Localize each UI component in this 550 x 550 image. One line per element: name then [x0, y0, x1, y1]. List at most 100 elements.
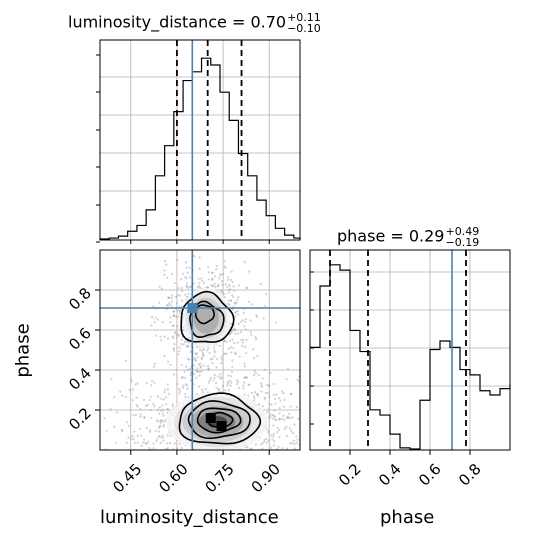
kde-point: [119, 390, 122, 393]
kde-point: [273, 440, 276, 443]
kde-point: [278, 397, 281, 400]
phase-xtick-label-1: 0.4: [375, 460, 405, 490]
kde-point: [223, 352, 226, 355]
kde-point: [185, 277, 188, 280]
kde-point: [230, 381, 233, 384]
kde-point: [286, 415, 290, 418]
kde-point: [234, 315, 237, 318]
kde-ytick-label-3: 0.8: [65, 284, 95, 314]
kde-point: [171, 335, 175, 338]
kde-point: [159, 435, 162, 438]
kde-point: [261, 447, 264, 450]
kde-point: [195, 370, 199, 373]
kde-point: [221, 283, 224, 286]
kde-point: [184, 275, 187, 279]
kde-point: [208, 379, 212, 382]
kde-point: [209, 358, 212, 361]
kde-point: [172, 347, 175, 350]
kde-point: [169, 316, 172, 319]
kde-point: [160, 419, 163, 422]
kde-point: [187, 286, 190, 289]
kde-point: [230, 299, 233, 303]
kde-point: [289, 405, 292, 408]
kde-point: [173, 331, 176, 334]
kde-point: [217, 284, 220, 287]
kde-point: [189, 371, 192, 374]
ld-hist-steps: [99, 57, 301, 240]
kde-xtick-label-1: 0.60: [155, 460, 191, 496]
phase-hist-frame: [309, 249, 511, 451]
kde-point: [170, 300, 173, 303]
kde-point: [260, 390, 263, 393]
kde-point: [263, 438, 266, 441]
kde-ytick-label-2: 0.6: [65, 324, 95, 354]
x-axis-label-right: phase: [380, 507, 435, 528]
kde-point: [168, 296, 171, 299]
kde-point: [177, 353, 180, 356]
kde-point: [227, 299, 230, 302]
kde-point: [172, 309, 175, 313]
kde-point: [224, 265, 227, 268]
kde-point: [154, 429, 158, 432]
kde-point: [120, 428, 124, 432]
kde-point: [202, 353, 205, 357]
kde-point: [160, 287, 163, 290]
kde-point: [158, 285, 161, 288]
kde-point: [186, 387, 189, 390]
kde-point: [195, 376, 198, 379]
kde-point: [295, 441, 298, 444]
kde-point: [156, 318, 159, 321]
kde-point: [184, 365, 188, 368]
kde-point: [152, 442, 155, 445]
kde-point: [233, 327, 236, 331]
kde-point: [247, 394, 250, 397]
kde-point: [199, 370, 202, 373]
kde-point: [267, 431, 270, 434]
kde-point: [223, 260, 226, 263]
kde-point: [199, 366, 202, 369]
phase-xtick-label-3: 0.8: [455, 460, 485, 490]
kde-point: [277, 429, 281, 432]
kde-point: [146, 403, 149, 407]
kde-point: [261, 377, 264, 380]
kde-point: [162, 408, 165, 411]
kde-point: [259, 282, 262, 286]
kde-point: [234, 311, 237, 314]
kde-point: [232, 328, 235, 331]
kde-point: [243, 393, 246, 396]
kde-point: [206, 365, 210, 368]
kde-point: [269, 446, 273, 449]
kde-point: [131, 435, 134, 438]
kde-point: [237, 332, 240, 335]
kde-point: [204, 388, 207, 391]
kde-point: [285, 434, 289, 438]
kde-point: [253, 391, 257, 394]
kde-point: [252, 348, 255, 351]
kde-point: [217, 375, 220, 378]
kde-point: [175, 447, 179, 450]
kde-point: [189, 374, 192, 377]
kde-point: [186, 368, 189, 372]
kde-point: [178, 392, 181, 395]
phase-xtick-label-2: 0.6: [415, 460, 445, 490]
kde-point: [179, 278, 183, 281]
kde-point: [208, 368, 211, 371]
kde-point: [184, 261, 187, 264]
kde-point: [218, 344, 221, 347]
kde-point: [124, 359, 128, 362]
kde-point: [259, 443, 263, 446]
kde-point: [268, 395, 271, 399]
kde-point: [201, 391, 204, 394]
kde-point: [135, 396, 138, 399]
kde-point: [168, 302, 171, 305]
kde-point: [176, 258, 179, 262]
kde-point: [272, 444, 275, 447]
kde-point: [231, 338, 234, 341]
kde-point: [213, 355, 216, 358]
kde-point: [245, 286, 248, 289]
kde-point: [148, 398, 151, 402]
kde-point: [237, 284, 241, 287]
kde-point: [293, 447, 296, 450]
kde-point: [136, 441, 139, 444]
kde-point: [208, 351, 211, 355]
